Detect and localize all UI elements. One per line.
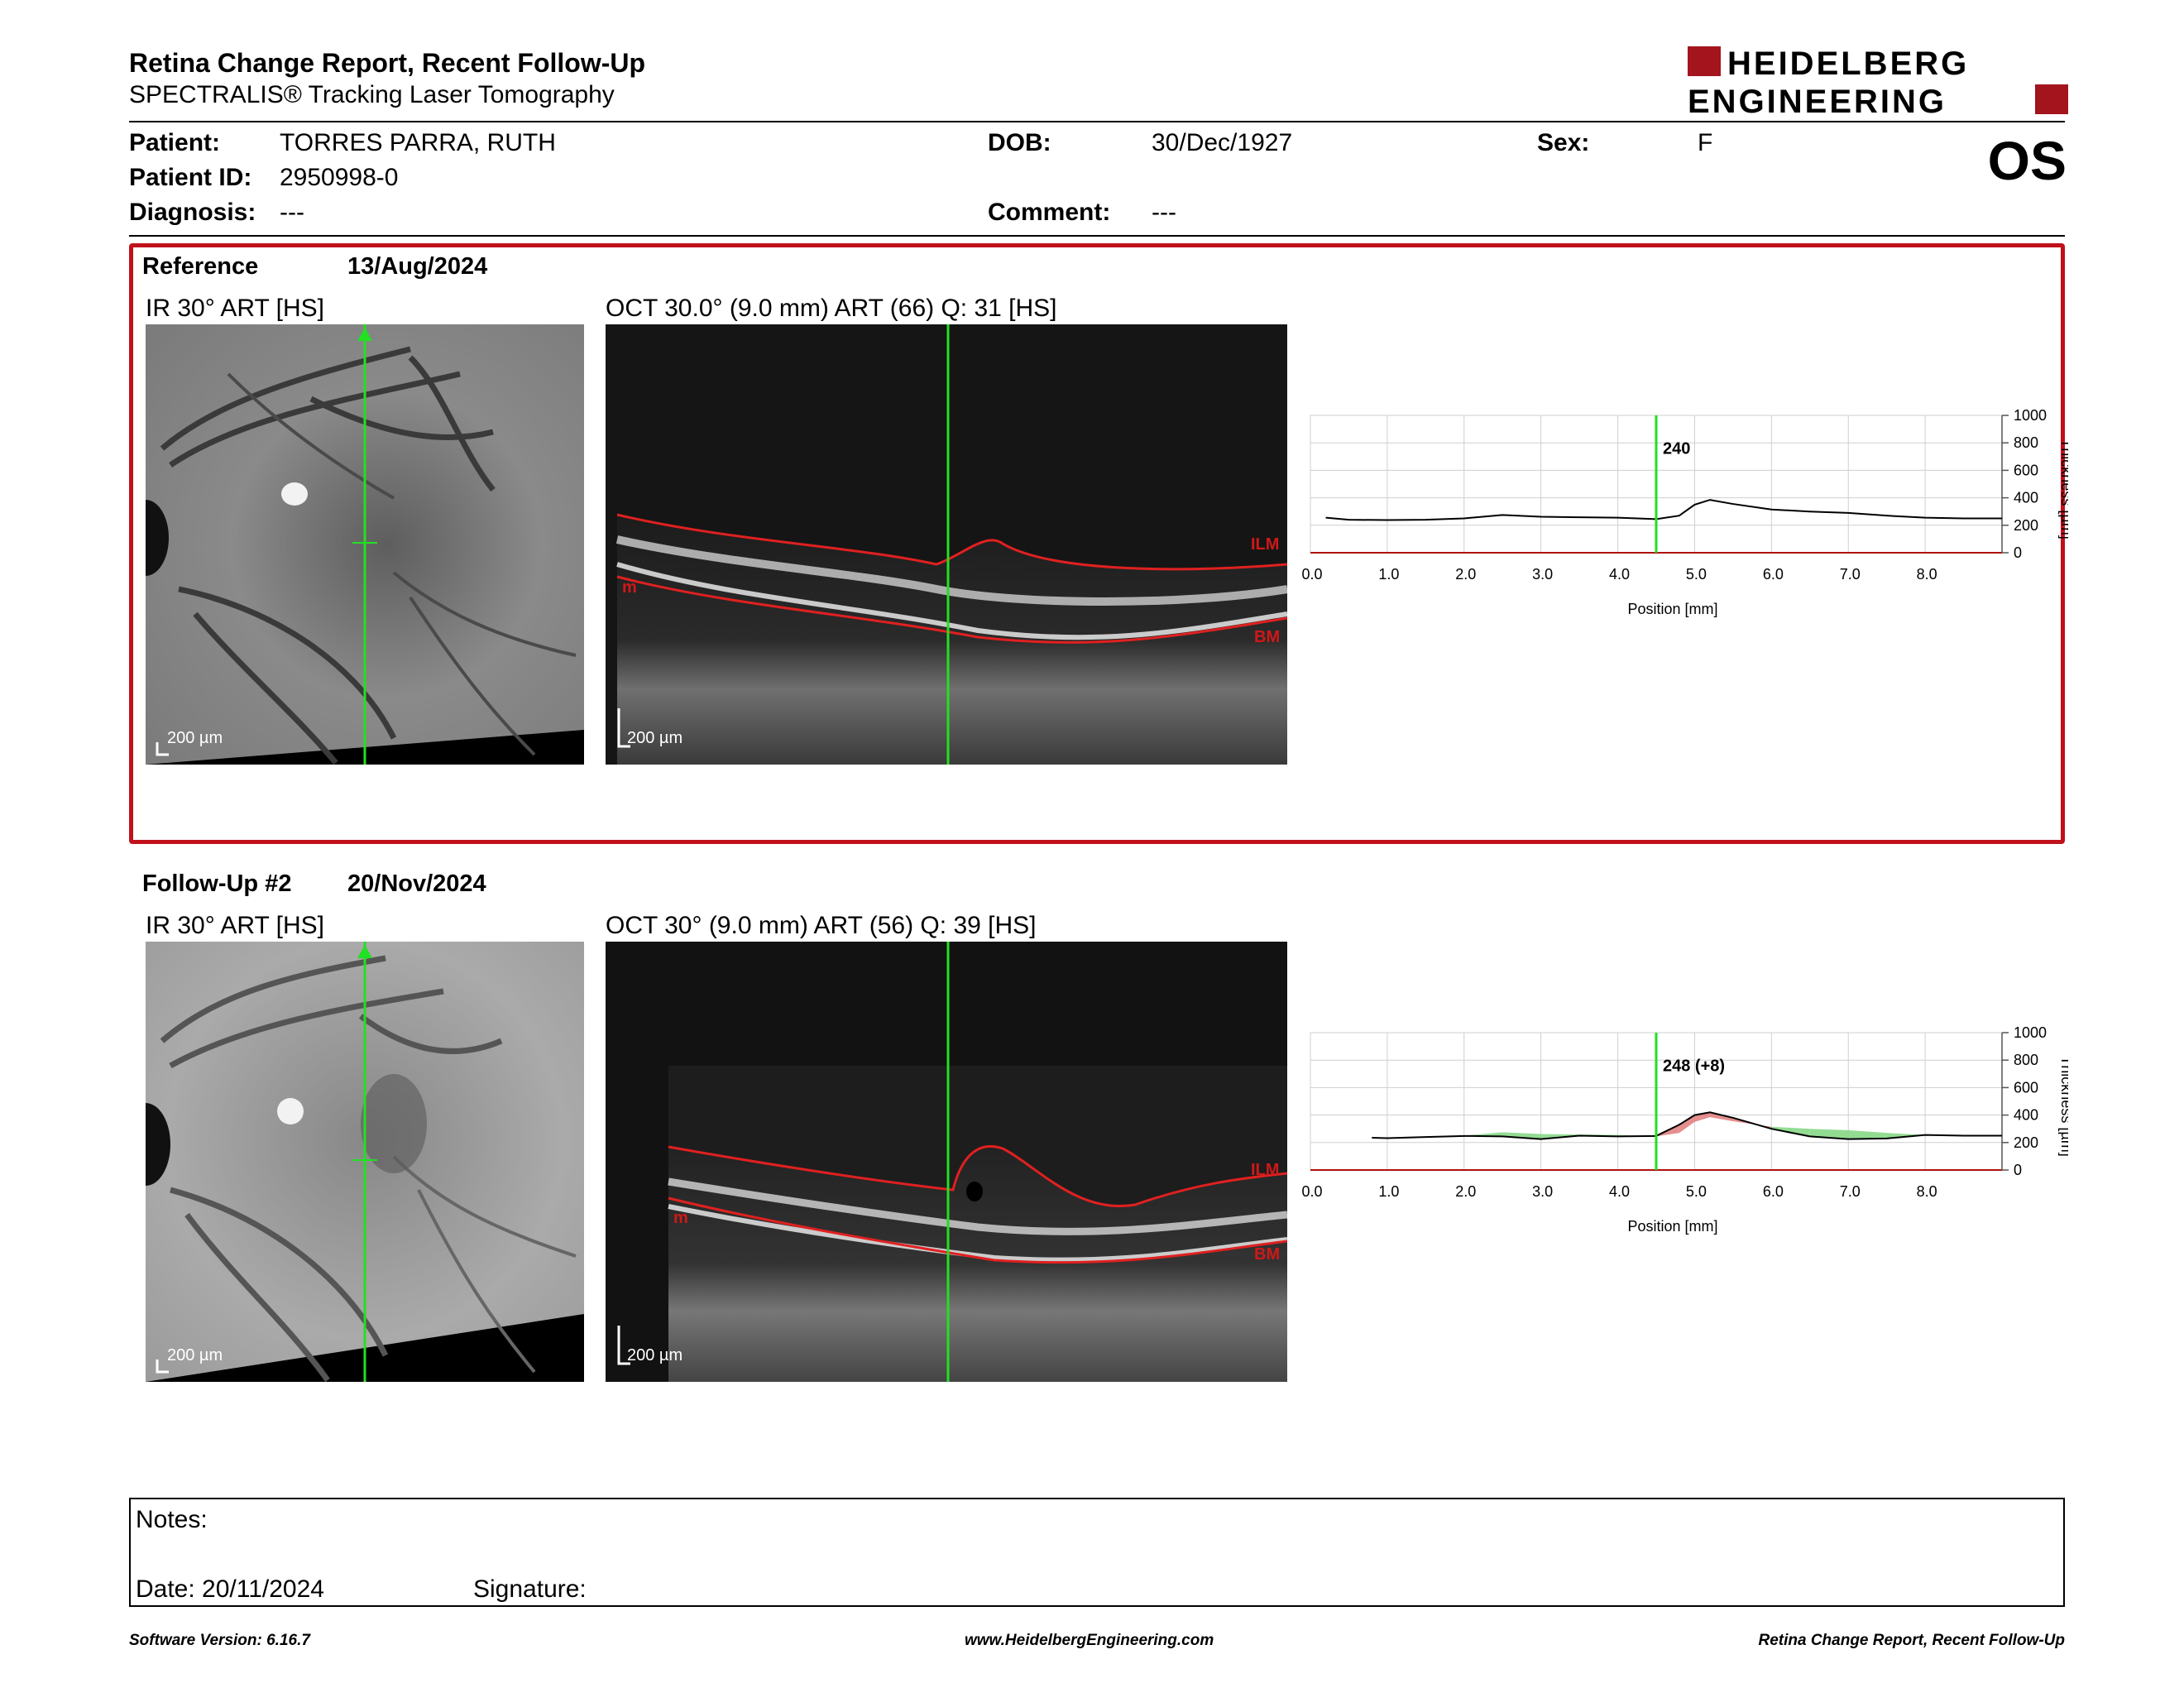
chart-y-axis-label: Thickness [µm]: [2058, 1056, 2068, 1156]
chart-x-tick-label: 6.0: [1763, 566, 1784, 583]
reference-thickness-chart: 240 0.0 1.0 2.0 3.0 4.0 5.0 6.0 7.0 8.0 0 200 400 6…: [1301, 407, 2068, 617]
chart-y-tick-label: 0: [2014, 544, 2022, 561]
patient-rule: [129, 235, 2065, 237]
chart-change-area: [1679, 1115, 1695, 1134]
followup-oct-scale: 200 µm: [627, 1346, 682, 1364]
reference-oct-image: ILM BM m 200 µm: [606, 324, 1287, 765]
chart-x-tick-label: 3.0: [1532, 1183, 1553, 1200]
heidelberg-logo: HEIDELBERG ENGINEERING: [1688, 46, 2068, 117]
chart-x-tick-label: 2.0: [1455, 566, 1476, 583]
followup-bm-label: BM: [1254, 1245, 1280, 1264]
chart-x-tick-label: 5.0: [1686, 1183, 1707, 1200]
notes-date: Date: 20/11/2024: [136, 1575, 324, 1603]
sex-value: F: [1698, 129, 1713, 156]
report-title: Retina Change Report, Recent Follow-Up: [129, 48, 646, 78]
chart-x-tick-label: 2.0: [1455, 1183, 1476, 1200]
comment-value: ---: [1152, 199, 1176, 226]
reference-frame: [129, 243, 2065, 844]
chart-y-tick-label: 200: [2014, 517, 2038, 534]
followup-oct-image: ILM BM m 200 µm: [606, 942, 1287, 1382]
chart-change-area: [1848, 1129, 1887, 1139]
reference-ir-caption: IR 30° ART [HS]: [146, 295, 324, 322]
reference-partial-label: m: [622, 578, 637, 597]
chart-cursor-value: 240: [1663, 439, 1690, 458]
followup-ilm-label: ILM: [1251, 1161, 1279, 1179]
followup-thickness-chart: 248 (+8) 0.0 1.0 2.0 3.0 4.0 5.0 6.0 7.0 8.0 0 20…: [1301, 1024, 2068, 1235]
dob-label: DOB:: [988, 129, 1051, 156]
reference-ilm-label: ILM: [1251, 535, 1279, 554]
logo-line2: ENGINEERING: [1688, 84, 1947, 117]
chart-x-tick-label: 8.0: [1917, 566, 1937, 583]
patient-name: TORRES PARRA, RUTH: [280, 129, 556, 156]
chart-x-tick-label: 1.0: [1378, 1183, 1399, 1200]
footer-report-name: Retina Change Report, Recent Follow-Up: [1758, 1632, 2065, 1649]
chart-change-area: [1502, 1132, 1541, 1139]
notes-box[interactable]: Notes: Date: 20/11/2024 Signature:: [129, 1498, 2065, 1607]
logo-square-top: [1688, 46, 1721, 76]
reference-ir-scale: 200 µm: [167, 729, 223, 747]
followup-date: 20/Nov/2024: [347, 870, 486, 897]
chart-x-tick-label: 3.0: [1532, 566, 1553, 583]
comment-label: Comment:: [988, 199, 1111, 226]
reference-date: 13/Aug/2024: [347, 253, 488, 280]
dob-value: 30/Dec/1927: [1152, 129, 1293, 156]
chart-y-tick-label: 1000: [2014, 1024, 2047, 1041]
reference-oct-scale: 200 µm: [627, 729, 682, 747]
chart-x-tick-label: 7.0: [1840, 566, 1861, 583]
chart-x-tick-label: 7.0: [1840, 1183, 1861, 1200]
chart-y-tick-label: 0: [2014, 1162, 2022, 1178]
chart-x-tick-label: 4.0: [1609, 566, 1630, 583]
reference-oct-caption: OCT 30.0° (9.0 mm) ART (66) Q: 31 [HS]: [606, 295, 1057, 322]
reference-label: Reference: [142, 253, 259, 280]
notes-label: Notes:: [136, 1506, 208, 1533]
chart-y-tick-label: 400: [2014, 1107, 2038, 1124]
reference-ir-image: 200 µm: [146, 324, 584, 765]
chart-x-tick-label: 0.0: [1301, 1183, 1322, 1200]
followup-ir-scale: 200 µm: [167, 1346, 223, 1364]
chart-x-tick-label: 1.0: [1378, 566, 1399, 583]
footer-software-version: Software Version: 6.16.7: [129, 1632, 310, 1649]
eye-indicator: OS: [1987, 130, 2067, 191]
chart-thickness-line: [1372, 1111, 2002, 1140]
followup-ir-image: 200 µm: [146, 942, 584, 1382]
logo-square-bottom: [2035, 84, 2068, 114]
footer-url[interactable]: www.HeidelbergEngineering.com: [965, 1632, 1214, 1649]
chart-y-tick-label: 600: [2014, 462, 2038, 478]
chart-thickness-line: [1325, 499, 2002, 521]
chart-y-tick-label: 600: [2014, 1079, 2038, 1096]
signature-label: Signature:: [473, 1575, 587, 1603]
chart-x-tick-label: 5.0: [1686, 566, 1707, 583]
chart-y-axis-label: Thickness [µm]: [2058, 439, 2068, 539]
patient-name-label: Patient:: [129, 129, 221, 156]
report-subtitle: SPECTRALIS® Tracking Laser Tomography: [129, 81, 615, 108]
chart-x-axis-label: Position [mm]: [1627, 601, 1717, 617]
followup-label: Follow-Up #2: [142, 870, 292, 897]
header-rule: [129, 121, 2065, 122]
chart-y-tick-label: 1000: [2014, 407, 2047, 424]
chart-y-tick-label: 800: [2014, 1052, 2038, 1068]
chart-x-tick-label: 0.0: [1301, 566, 1322, 583]
chart-x-tick-label: 6.0: [1763, 1183, 1784, 1200]
followup-partial-label: m: [673, 1209, 688, 1227]
chart-change-area: [1710, 1112, 1733, 1122]
chart-y-tick-label: 200: [2014, 1134, 2038, 1151]
chart-y-tick-label: 800: [2014, 434, 2038, 451]
sex-label: Sex:: [1537, 129, 1590, 156]
diagnosis-value: ---: [280, 199, 304, 226]
followup-ir-caption: IR 30° ART [HS]: [146, 912, 324, 939]
followup-oct-caption: OCT 30° (9.0 mm) ART (56) Q: 39 [HS]: [606, 912, 1037, 939]
patient-id: 2950998-0: [280, 164, 399, 191]
chart-cursor-value: 248 (+8): [1663, 1057, 1725, 1075]
chart-y-tick-label: 400: [2014, 490, 2038, 506]
chart-x-axis-label: Position [mm]: [1627, 1218, 1717, 1235]
diagnosis-label: Diagnosis:: [129, 199, 256, 226]
patient-id-label: Patient ID:: [129, 164, 252, 191]
logo-line1: HEIDELBERG: [1727, 46, 1969, 82]
chart-x-tick-label: 4.0: [1609, 1183, 1630, 1200]
reference-bm-label: BM: [1254, 628, 1280, 646]
chart-x-tick-label: 8.0: [1917, 1183, 1937, 1200]
